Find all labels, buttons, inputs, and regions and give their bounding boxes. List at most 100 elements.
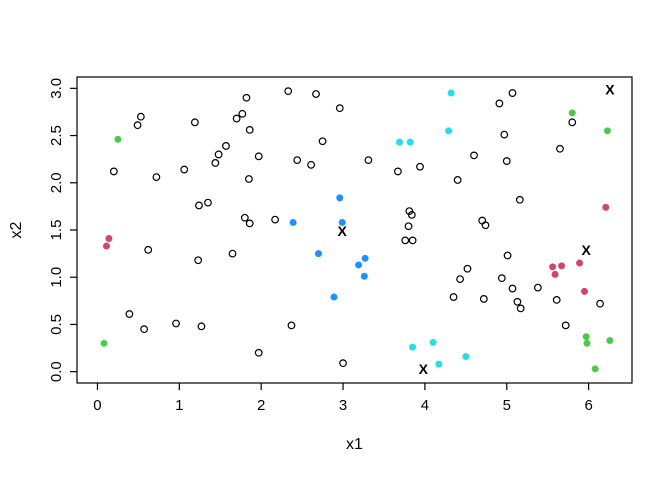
data-point-cluster-green	[114, 135, 122, 143]
data-point-open	[318, 137, 327, 146]
data-point-open	[393, 167, 402, 176]
data-point-open	[232, 114, 241, 123]
data-point-open	[479, 295, 488, 303]
data-point-cluster-blue	[289, 218, 297, 226]
data-point-open	[533, 283, 542, 292]
data-point-open	[172, 319, 180, 328]
data-point-open	[478, 216, 487, 225]
data-point-open	[242, 93, 251, 102]
data-point-open	[197, 322, 206, 331]
data-point-open	[416, 162, 424, 171]
data-point-cluster-green	[591, 365, 599, 373]
data-point-cluster-blue	[314, 250, 322, 258]
data-point-open	[140, 325, 149, 334]
data-point-open	[245, 175, 253, 183]
data-point-open	[109, 167, 118, 176]
data-point-cluster-blue	[338, 218, 346, 226]
data-point-open	[254, 348, 263, 357]
data-point-open	[408, 236, 417, 245]
data-point-open	[339, 359, 347, 368]
x-axis-tick-label: 2	[257, 397, 265, 414]
data-point-cluster-crimson	[581, 287, 589, 295]
data-point-cluster-cyan	[409, 343, 417, 351]
data-point-open	[404, 222, 413, 231]
x-axis-tick-label: 0	[93, 397, 101, 414]
data-point-cluster-crimson	[105, 235, 113, 242]
data-point-open	[228, 249, 237, 258]
data-point-cluster-green	[606, 337, 614, 344]
data-point-open	[470, 151, 478, 160]
data-point-open	[335, 104, 344, 113]
y-axis-tick-label: 3.0	[48, 78, 65, 99]
data-point-open	[552, 295, 561, 304]
center-green-marker: X	[605, 81, 615, 97]
data-point-open	[401, 236, 410, 245]
data-point-cluster-cyan	[429, 338, 437, 346]
data-point-cluster-cyan	[447, 89, 455, 97]
y-axis-tick-label: 0.0	[48, 361, 65, 382]
data-point-open	[214, 150, 223, 159]
data-point-open	[190, 118, 199, 127]
y-axis-tick-label: 1.5	[48, 220, 65, 241]
data-point-open	[271, 215, 279, 224]
data-point-open	[240, 213, 249, 222]
x-axis-tick-label: 4	[421, 397, 429, 414]
data-point-cluster-blue	[355, 261, 363, 269]
data-point-open	[136, 112, 145, 121]
data-point-cluster-crimson	[551, 270, 559, 278]
data-point-cluster-green	[568, 109, 576, 117]
data-point-open	[456, 275, 464, 284]
data-point-cluster-crimson	[549, 263, 557, 271]
data-point-open	[180, 165, 189, 174]
data-point-open	[453, 176, 462, 184]
data-point-open	[449, 293, 458, 301]
data-point-cluster-green	[603, 127, 611, 135]
y-axis-tick-label: 2.0	[48, 172, 65, 193]
data-point-open	[245, 219, 254, 228]
data-point-open	[516, 304, 525, 313]
data-point-open	[513, 297, 522, 306]
data-point-open	[238, 109, 247, 118]
data-point-open	[508, 284, 517, 293]
x-axis-tick-label: 6	[584, 397, 592, 414]
data-point-open	[254, 152, 263, 161]
x-axis-tick-label: 5	[503, 397, 511, 414]
data-point-open	[556, 144, 564, 153]
y-axis-tick-label: 0.5	[48, 314, 65, 335]
x-axis-tick-label: 1	[175, 397, 183, 414]
data-point-open	[500, 130, 509, 139]
data-point-cluster-crimson	[102, 242, 110, 250]
data-point-open	[495, 99, 504, 108]
data-point-cluster-blue	[360, 272, 368, 280]
data-point-open	[287, 321, 296, 330]
data-point-open	[194, 256, 203, 265]
x-axis-label: x1	[346, 436, 363, 453]
data-point-cluster-green	[582, 333, 590, 341]
data-point-open	[463, 264, 472, 273]
center-pink-marker: X	[581, 242, 591, 258]
data-point-open	[503, 251, 512, 260]
data-point-open	[222, 142, 230, 150]
data-point-open	[508, 89, 517, 97]
data-point-open	[125, 310, 134, 318]
data-point-open	[211, 159, 220, 167]
data-point-open	[515, 195, 524, 204]
data-point-open	[204, 198, 212, 207]
data-point-open	[307, 160, 316, 169]
data-point-open	[144, 245, 153, 254]
data-point-open	[407, 210, 416, 219]
data-point-cluster-cyan	[406, 138, 414, 146]
data-point-open	[284, 87, 293, 96]
center-cyan-marker: X	[419, 361, 429, 377]
data-point-cluster-crimson	[602, 203, 610, 211]
data-point-cluster-cyan	[462, 353, 470, 361]
data-point-cluster-green	[583, 339, 591, 347]
data-point-cluster-blue	[361, 254, 369, 262]
data-point-cluster-crimson	[558, 262, 566, 270]
y-axis-label: x2	[8, 221, 25, 238]
data-point-open	[312, 90, 320, 98]
data-point-open	[481, 221, 490, 230]
data-point-open	[245, 125, 254, 134]
data-point-cluster-crimson	[576, 259, 584, 267]
